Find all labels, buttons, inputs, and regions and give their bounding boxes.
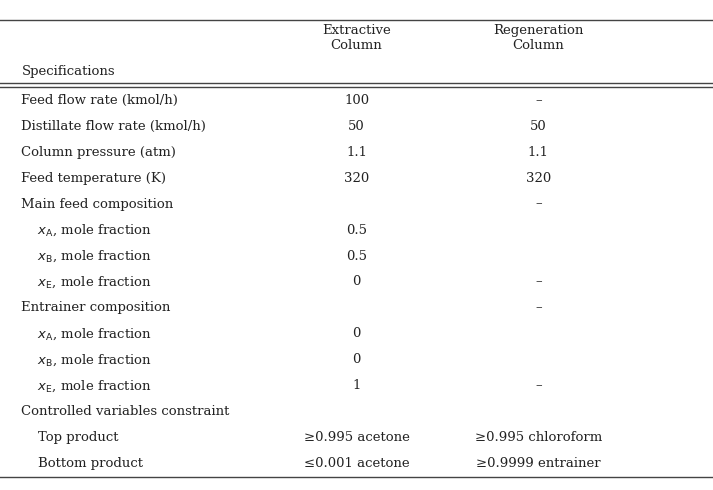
- Text: Feed temperature (K): Feed temperature (K): [21, 172, 166, 185]
- Text: Main feed composition: Main feed composition: [21, 197, 174, 211]
- Text: –: –: [535, 379, 542, 392]
- Text: ≥0.995 chloroform: ≥0.995 chloroform: [475, 431, 602, 444]
- Text: 0.5: 0.5: [346, 223, 367, 237]
- Text: 50: 50: [530, 120, 547, 133]
- Text: 320: 320: [344, 172, 369, 185]
- Text: 100: 100: [344, 94, 369, 107]
- Text: ≥0.995 acetone: ≥0.995 acetone: [304, 431, 409, 444]
- Text: $x_\mathrm{B}$, mole fraction: $x_\mathrm{B}$, mole fraction: [21, 248, 153, 264]
- Text: 1.1: 1.1: [528, 146, 549, 159]
- Text: 0: 0: [352, 275, 361, 289]
- Text: Extractive
Column: Extractive Column: [322, 24, 391, 51]
- Text: 320: 320: [525, 172, 551, 185]
- Text: Top product: Top product: [21, 431, 119, 444]
- Text: 50: 50: [348, 120, 365, 133]
- Text: ≥0.9999 entrainer: ≥0.9999 entrainer: [476, 457, 600, 470]
- Text: Feed flow rate (kmol/h): Feed flow rate (kmol/h): [21, 94, 178, 107]
- Text: $x_\mathrm{E}$, mole fraction: $x_\mathrm{E}$, mole fraction: [21, 378, 152, 393]
- Text: $x_\mathrm{A}$, mole fraction: $x_\mathrm{A}$, mole fraction: [21, 222, 153, 238]
- Text: 0: 0: [352, 327, 361, 341]
- Text: $x_\mathrm{B}$, mole fraction: $x_\mathrm{B}$, mole fraction: [21, 352, 153, 368]
- Text: Entrainer composition: Entrainer composition: [21, 301, 171, 315]
- Text: Distillate flow rate (kmol/h): Distillate flow rate (kmol/h): [21, 120, 206, 133]
- Text: 0: 0: [352, 353, 361, 367]
- Text: 1: 1: [352, 379, 361, 392]
- Text: –: –: [535, 94, 542, 107]
- Text: $x_\mathrm{A}$, mole fraction: $x_\mathrm{A}$, mole fraction: [21, 326, 153, 342]
- Text: ≤0.001 acetone: ≤0.001 acetone: [304, 457, 409, 470]
- Text: Column pressure (atm): Column pressure (atm): [21, 146, 176, 159]
- Text: –: –: [535, 275, 542, 289]
- Text: 0.5: 0.5: [346, 249, 367, 263]
- Text: Controlled variables constraint: Controlled variables constraint: [21, 405, 230, 418]
- Text: $x_\mathrm{E}$, mole fraction: $x_\mathrm{E}$, mole fraction: [21, 274, 152, 290]
- Text: 1.1: 1.1: [346, 146, 367, 159]
- Text: Specifications: Specifications: [21, 65, 115, 78]
- Text: Regeneration
Column: Regeneration Column: [493, 24, 583, 51]
- Text: Bottom product: Bottom product: [21, 457, 143, 470]
- Text: –: –: [535, 301, 542, 315]
- Text: –: –: [535, 197, 542, 211]
